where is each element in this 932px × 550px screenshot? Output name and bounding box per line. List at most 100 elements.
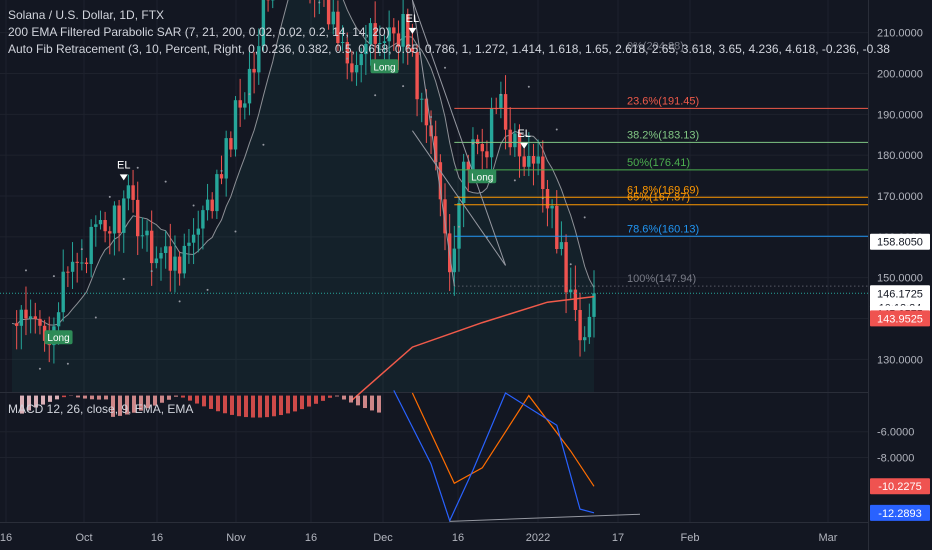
candle [127, 185, 130, 198]
x-tick-label: 16 [0, 532, 12, 544]
candle [564, 242, 567, 292]
candle [476, 139, 479, 144]
candle [136, 200, 139, 236]
long-signal-label: Long [471, 172, 493, 183]
candle [509, 130, 512, 148]
sar-dot [430, 116, 432, 118]
candle [490, 108, 493, 157]
macd-y-tick-label: -6.0000 [877, 427, 914, 439]
candle [355, 65, 358, 72]
candle [94, 224, 97, 227]
fib-level-label: 50%(176.41) [627, 157, 690, 169]
macd-histogram-bar [272, 396, 276, 417]
candle [38, 319, 41, 326]
candle [108, 231, 111, 233]
macd-histogram-bar [174, 396, 178, 397]
fib-level-label: 38.2%(183.13) [627, 129, 699, 141]
sar-dot [248, 93, 250, 95]
candle [211, 200, 214, 212]
sar-dot [402, 85, 404, 87]
macd-histogram-bar [237, 396, 241, 417]
candle [541, 157, 544, 190]
long-signal-label: Long [47, 333, 69, 344]
macd-histogram-bar [314, 396, 318, 404]
candle [578, 310, 581, 340]
candle [71, 262, 74, 272]
sar-dot [374, 94, 376, 96]
candle [262, 0, 265, 46]
candle [99, 220, 102, 224]
sar-dot [67, 363, 69, 365]
sar-dot [25, 269, 27, 271]
candle [527, 156, 530, 167]
sar-dot [584, 216, 586, 218]
candle [350, 63, 353, 72]
sar-dot [207, 289, 209, 291]
indicator-sar-legend[interactable]: 200 EMA Filtered Parabolic SAR (7, 21, 2… [8, 25, 390, 39]
macd-histogram-bar [279, 396, 283, 415]
macd-histogram-bar [83, 396, 87, 399]
candle [80, 263, 83, 264]
candle [155, 259, 158, 264]
x-tick-label: Mar [819, 532, 838, 544]
candle [415, 52, 418, 99]
candle [62, 272, 65, 313]
candle [159, 253, 162, 259]
sar-dot [53, 275, 55, 277]
candle [34, 316, 37, 319]
sar-dot [514, 179, 516, 181]
candle [215, 174, 218, 211]
candle [332, 12, 335, 25]
exit-signal-label: EL [517, 128, 530, 140]
candle [57, 312, 60, 326]
candle [243, 103, 246, 107]
indicator-fib-legend[interactable]: Auto Fib Retracement (3, 10, Percent, Ri… [8, 42, 890, 56]
candle [178, 257, 181, 274]
macd-histogram-bar [265, 396, 269, 418]
candle [513, 134, 516, 148]
candle [141, 235, 144, 236]
candle [550, 206, 553, 209]
macd-histogram-bar [370, 396, 374, 411]
x-tick-label: 17 [612, 532, 624, 544]
candle [453, 249, 456, 273]
x-tick-label: Nov [226, 532, 246, 544]
macd-histogram-bar [209, 396, 213, 409]
macd-histogram-bar [223, 396, 227, 414]
x-tick-label: Oct [75, 532, 92, 544]
sar-dot [262, 144, 264, 146]
x-tick-label: 16 [305, 532, 317, 544]
x-tick-label: 16 [452, 532, 464, 544]
fib-level-label: 100%(147.94) [627, 273, 696, 285]
macd-histogram-bar [104, 396, 108, 400]
y-tick-label: 170.0000 [877, 191, 923, 203]
fib-level-label: 78.6%(160.13) [627, 223, 699, 235]
price-label: -12.2893 [878, 508, 921, 520]
macd-histogram-bar [216, 396, 220, 412]
macd-histogram-bar [258, 396, 262, 418]
candle [560, 242, 563, 249]
candle [583, 337, 586, 340]
macd-histogram-bar [188, 396, 192, 401]
sar-dot [179, 300, 181, 302]
macd-histogram-bar [293, 396, 297, 412]
macd-legend[interactable]: MACD 12, 26, close, 9, EMA, EMA [8, 402, 193, 416]
macd-histogram-bar [244, 396, 248, 417]
macd-histogram-bar [62, 396, 66, 398]
candle [113, 206, 116, 234]
candle [206, 200, 209, 211]
sar-dot [95, 316, 97, 318]
candle [150, 231, 153, 263]
sar-dot [109, 196, 111, 198]
sar-dot [444, 67, 446, 69]
sar-dot [165, 181, 167, 183]
sar-dot [151, 270, 153, 272]
candle [392, 27, 395, 33]
x-tick-label: Dec [373, 532, 393, 544]
sar-dot [318, 1, 320, 3]
candle [29, 316, 32, 318]
sar-dot [346, 58, 348, 60]
fib-level-label: 65%(167.87) [627, 192, 690, 204]
candle [220, 174, 223, 178]
